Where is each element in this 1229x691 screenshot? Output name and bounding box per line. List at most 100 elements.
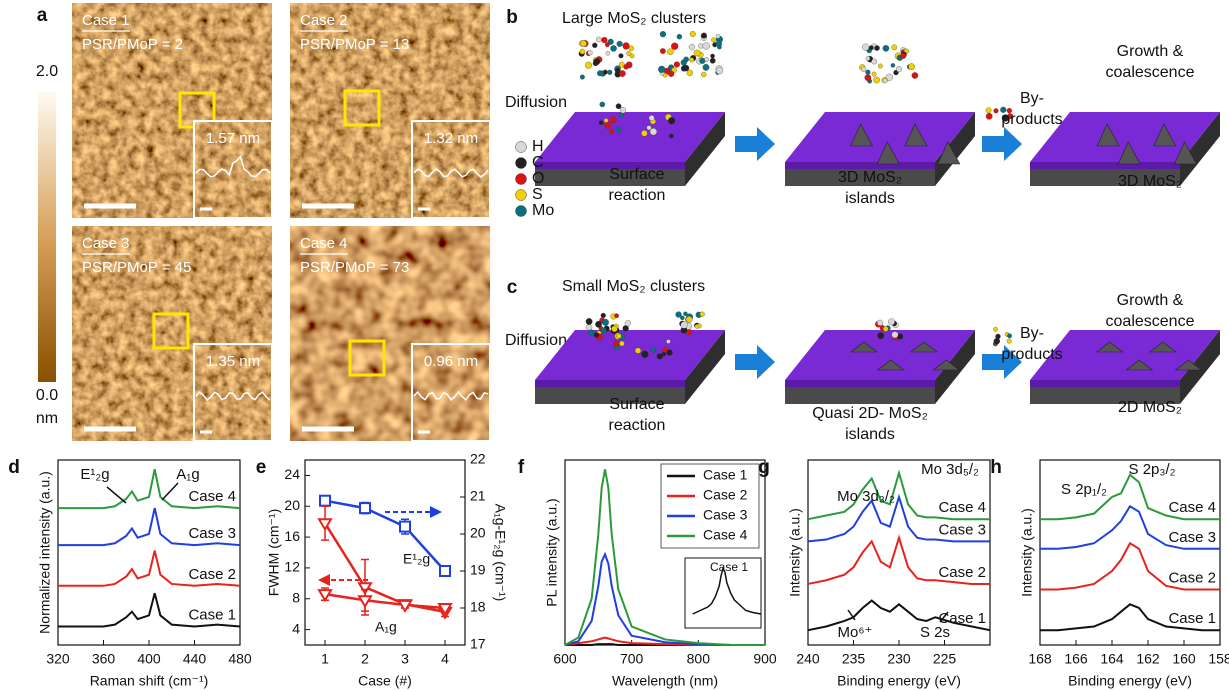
- panel-title: Large MoS₂ clusters: [562, 10, 706, 27]
- panel-letter: c: [507, 277, 518, 298]
- atom: [888, 319, 895, 326]
- legend-label: Case 4: [703, 527, 748, 543]
- atom: [604, 122, 610, 128]
- series-line: [325, 523, 445, 612]
- atom: [892, 45, 897, 50]
- atom: [873, 77, 879, 83]
- atom: [1007, 339, 1012, 344]
- pressure-ratio: PSR/PMoP = 2: [82, 36, 183, 53]
- series-label: Case 4: [188, 488, 236, 505]
- substrate-edge: [535, 380, 685, 387]
- atom: [611, 326, 617, 332]
- y2-tick-label: 18: [470, 599, 486, 615]
- atom: [627, 51, 632, 56]
- legend-label: Mo: [532, 202, 554, 219]
- atom: [866, 70, 871, 75]
- x-tick-label: 158: [1208, 651, 1229, 667]
- byproducts-label: products: [1001, 346, 1062, 363]
- x-tick-label: 480: [228, 651, 252, 667]
- atom: [716, 34, 720, 38]
- atom: [994, 338, 1000, 344]
- legend-label: Case 2: [703, 487, 748, 503]
- islands-label: Quasi 2D- MoS₂: [812, 405, 928, 422]
- annotation: A₁g: [176, 466, 199, 483]
- atom: [877, 332, 884, 339]
- result-label: 3D MoS₂: [1118, 173, 1182, 190]
- atom: [869, 45, 873, 49]
- x-tick-label: 700: [620, 651, 644, 667]
- annotation: Mo 3d₃/₂: [837, 488, 895, 505]
- colorbar-unit: nm: [36, 410, 58, 427]
- pressure-ratio: PSR/PMoP = 73: [300, 259, 409, 276]
- atom: [580, 75, 585, 80]
- panel-letter: f: [518, 457, 525, 478]
- panel-letter: d: [8, 457, 20, 478]
- atom: [666, 339, 670, 343]
- y-axis-label: Normalized intensity (a.u.): [37, 471, 53, 634]
- process-arrow: [735, 345, 775, 379]
- height-label: 1.35 nm: [206, 353, 260, 370]
- growth-label: coalescence: [1106, 64, 1195, 81]
- atom: [891, 63, 895, 67]
- pressure-ratio: PSR/PMoP = 13: [300, 36, 409, 53]
- atom: [658, 66, 665, 73]
- atom: [635, 348, 641, 354]
- case-label: Case 1: [82, 12, 130, 29]
- atom: [676, 312, 682, 318]
- process-arrow: [735, 127, 775, 161]
- x-tick-label: 320: [46, 651, 70, 667]
- diffusion-label: Diffusion: [505, 332, 567, 349]
- atom: [649, 115, 654, 120]
- atom: [619, 54, 624, 59]
- atom: [610, 45, 616, 51]
- atom: [588, 330, 594, 336]
- y-tick-label: 20: [284, 497, 300, 513]
- atom: [684, 57, 689, 62]
- surface-label: reaction: [609, 417, 666, 434]
- atom: [674, 62, 680, 68]
- atom: [616, 104, 621, 109]
- series-label: Case 2: [938, 564, 986, 581]
- atom: [616, 127, 621, 132]
- surface-label: reaction: [609, 187, 666, 204]
- x-tick-label: 168: [1028, 651, 1052, 667]
- atom: [694, 50, 700, 56]
- atom: [711, 38, 716, 43]
- growth-label: Growth &: [1117, 43, 1184, 60]
- atom: [614, 314, 618, 318]
- x-tick-label: 235: [842, 651, 866, 667]
- atom: [908, 63, 914, 69]
- axis-arrow-head: [318, 574, 330, 586]
- x-tick-label: 164: [1100, 651, 1124, 667]
- atom: [609, 129, 614, 134]
- y-tick-label: 4: [292, 620, 300, 636]
- y-axis-label: PL intensity (a.u.): [544, 498, 560, 606]
- x-tick-label: 800: [687, 651, 711, 667]
- atom: [671, 43, 678, 50]
- legend-atom: [516, 174, 527, 185]
- atom: [592, 43, 597, 48]
- diffusion-label: Diffusion: [505, 94, 567, 111]
- atom: [617, 41, 623, 47]
- x-tick-label: 3: [401, 651, 409, 667]
- x-axis-label: Case (#): [358, 673, 412, 689]
- atom: [580, 40, 586, 46]
- series-label: Case 1: [188, 606, 236, 623]
- atom: [896, 66, 902, 72]
- atom: [603, 70, 607, 74]
- atom: [687, 70, 693, 76]
- substrate-edge: [785, 162, 935, 169]
- atom: [703, 43, 710, 50]
- result-label: 2D MoS₂: [1118, 399, 1182, 416]
- series-label: Case 1: [1168, 610, 1216, 627]
- process-arrow: [982, 127, 1022, 161]
- byproducts-label: By-: [1020, 90, 1044, 107]
- atom: [986, 113, 992, 119]
- atom: [625, 320, 631, 326]
- y-tick-label: 16: [284, 528, 300, 544]
- y2-tick-label: 17: [470, 636, 486, 652]
- plot-frame: [305, 460, 465, 645]
- atom: [681, 322, 688, 329]
- x-tick-label: 2: [361, 651, 369, 667]
- atom: [872, 72, 876, 76]
